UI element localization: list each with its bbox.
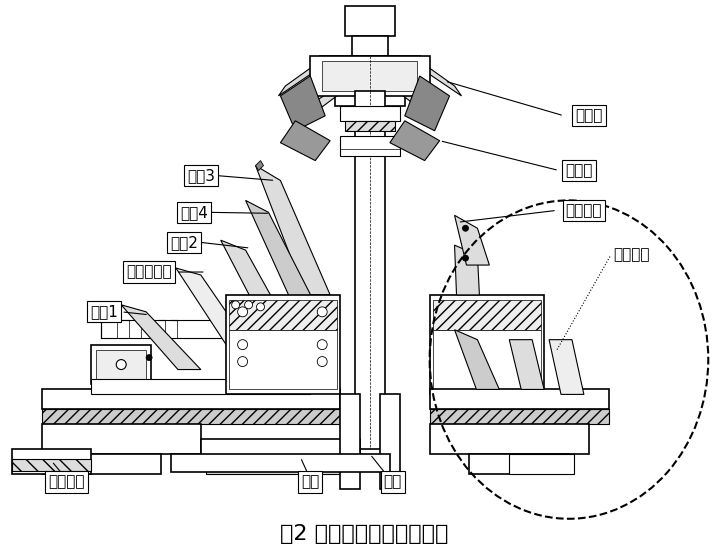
Bar [430, 409, 609, 424]
Circle shape [245, 301, 253, 309]
Polygon shape [420, 61, 462, 96]
Bar [430, 295, 544, 394]
Bar [510, 454, 574, 474]
Bar [432, 300, 541, 330]
Bar [92, 345, 151, 384]
Bar [340, 394, 360, 489]
Text: 上手柄: 上手柄 [575, 108, 603, 123]
Circle shape [317, 307, 327, 317]
Polygon shape [256, 160, 264, 170]
Polygon shape [549, 340, 584, 394]
Circle shape [462, 225, 469, 231]
Bar [340, 106, 400, 121]
Bar [355, 91, 385, 449]
Bar [335, 91, 405, 106]
Bar [41, 454, 161, 474]
Polygon shape [454, 215, 489, 265]
Circle shape [317, 357, 327, 367]
Text: 连杆3: 连杆3 [187, 168, 215, 183]
Polygon shape [390, 83, 437, 116]
Polygon shape [256, 165, 331, 295]
Polygon shape [454, 330, 499, 389]
Circle shape [317, 340, 327, 349]
Polygon shape [122, 305, 201, 369]
Bar [340, 135, 400, 155]
Bar [12, 449, 92, 474]
Circle shape [237, 307, 248, 317]
Circle shape [116, 359, 126, 369]
Circle shape [256, 303, 264, 311]
Bar [345, 7, 395, 36]
Bar [470, 454, 569, 474]
Polygon shape [280, 121, 331, 160]
Circle shape [232, 301, 240, 309]
Circle shape [462, 255, 469, 261]
Bar [432, 330, 541, 389]
Bar [275, 295, 290, 315]
Text: 连杆2: 连杆2 [170, 234, 198, 249]
Bar [380, 394, 400, 489]
Bar [171, 454, 390, 472]
Bar [229, 300, 337, 330]
Circle shape [237, 357, 248, 367]
Text: 定位半环: 定位半环 [48, 474, 84, 489]
Text: 图2 导向叶片整体装分装置: 图2 导向叶片整体装分装置 [280, 524, 448, 544]
Polygon shape [221, 240, 296, 340]
Polygon shape [510, 340, 544, 389]
Bar [12, 459, 92, 471]
Bar [41, 424, 201, 454]
Circle shape [237, 340, 248, 349]
Text: 下手柄: 下手柄 [565, 163, 593, 178]
Bar [206, 459, 355, 474]
Polygon shape [280, 76, 325, 131]
Bar [201, 439, 360, 459]
Bar [323, 61, 416, 91]
Text: 芯轴: 芯轴 [384, 474, 402, 489]
Polygon shape [454, 245, 480, 295]
Bar [352, 36, 388, 56]
Bar [226, 310, 335, 389]
Bar [41, 409, 340, 424]
Polygon shape [405, 76, 450, 131]
Polygon shape [304, 83, 350, 116]
Bar [101, 320, 231, 338]
Ellipse shape [360, 7, 380, 19]
Text: 底盘: 底盘 [301, 474, 320, 489]
Bar [96, 349, 146, 379]
Bar [430, 424, 589, 454]
Text: 弹簧调节杆: 弹簧调节杆 [126, 264, 172, 279]
Polygon shape [278, 61, 320, 96]
Bar [226, 295, 340, 394]
Circle shape [146, 354, 152, 361]
Bar [229, 330, 337, 389]
Bar [430, 389, 609, 409]
Text: 连杆机构: 连杆机构 [614, 248, 650, 263]
Polygon shape [390, 121, 440, 160]
Bar [231, 315, 331, 384]
Bar [229, 295, 253, 315]
Bar [320, 56, 420, 91]
Bar [92, 379, 310, 394]
Text: 连杆4: 连杆4 [180, 205, 207, 220]
Bar [41, 389, 340, 409]
Bar [345, 121, 395, 131]
Polygon shape [176, 268, 256, 354]
Bar [310, 56, 430, 96]
Polygon shape [245, 200, 318, 310]
Text: 上分度盘: 上分度盘 [566, 203, 602, 218]
Bar [256, 300, 275, 315]
Text: 连杆1: 连杆1 [90, 304, 118, 319]
